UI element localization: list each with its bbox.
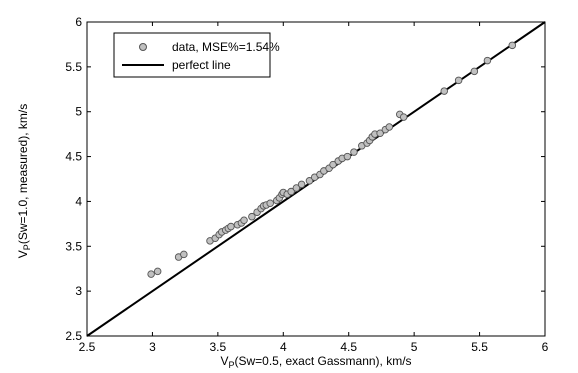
legend-line-label: perfect line [172,58,231,72]
x-axis-label-main: V [220,354,228,368]
data-point [153,267,162,276]
x-axis-label: VP(Sw=0.5, exact Gassmann), km/s [220,354,411,370]
x-axis-label-subscript: P [228,360,234,370]
y-tick-label: 5.5 [65,60,82,74]
legend-box [113,32,271,78]
data-point [292,184,301,192]
data-point [248,212,256,221]
data-point [240,216,248,225]
data-point [376,129,384,137]
y-tick-label: 4 [75,194,82,208]
legend-data-marker [139,43,147,51]
y-tick-label: 4.5 [65,150,82,164]
y-tick-label: 5 [75,105,82,119]
x-tick-label: 2.5 [79,340,96,354]
legend-data-label: data, MSE%=1.54% [172,40,280,54]
data-point [297,180,306,189]
data-point [180,250,188,259]
data-point [385,123,394,131]
data-point [266,199,274,207]
y-tick-label: 2.5 [65,329,82,343]
tick-layer: 2.5 3 3.5 4 4.5 5 5.5 6 2.5 3 3.5 4 4.5 5 5.5 6 [65,15,548,354]
y-axis-label-main: V [16,250,30,258]
point-layer [147,41,517,278]
x-tick-label: 4.5 [340,340,357,354]
x-tick-label: 3.5 [210,340,227,354]
legend: data, MSE%=1.54% perfect line [113,32,280,78]
data-point [147,270,155,278]
x-tick-label: 6 [542,340,549,354]
y-axis-label: VP(Sw=1.0, measured), km/s [16,104,32,258]
y-tick-label: 3.5 [65,239,82,253]
data-point [350,148,358,156]
data-point [470,67,479,76]
data-point [454,76,463,85]
data-point [329,160,337,169]
x-tick-label: 5 [411,340,418,354]
data-point [440,87,448,95]
x-tick-label: 3 [149,340,156,354]
x-tick-label: 4 [280,340,287,354]
data-point [483,56,492,65]
y-axis-label-rest: (Sw=1.0, measured), km/s [16,104,30,244]
y-axis-label-subscript: P [22,244,32,250]
data-point [287,187,295,196]
x-axis-label-rest: (Sw=0.5, exact Gassmann), km/s [234,354,411,368]
data-point [305,177,314,185]
plot-frame [86,21,546,337]
data-point [508,41,517,50]
y-tick-label: 6 [75,15,82,29]
data-point [343,152,352,161]
data-point [399,113,408,121]
x-tick-label: 5.5 [471,340,488,354]
y-tick-label: 3 [75,284,82,298]
data-point [227,222,235,231]
